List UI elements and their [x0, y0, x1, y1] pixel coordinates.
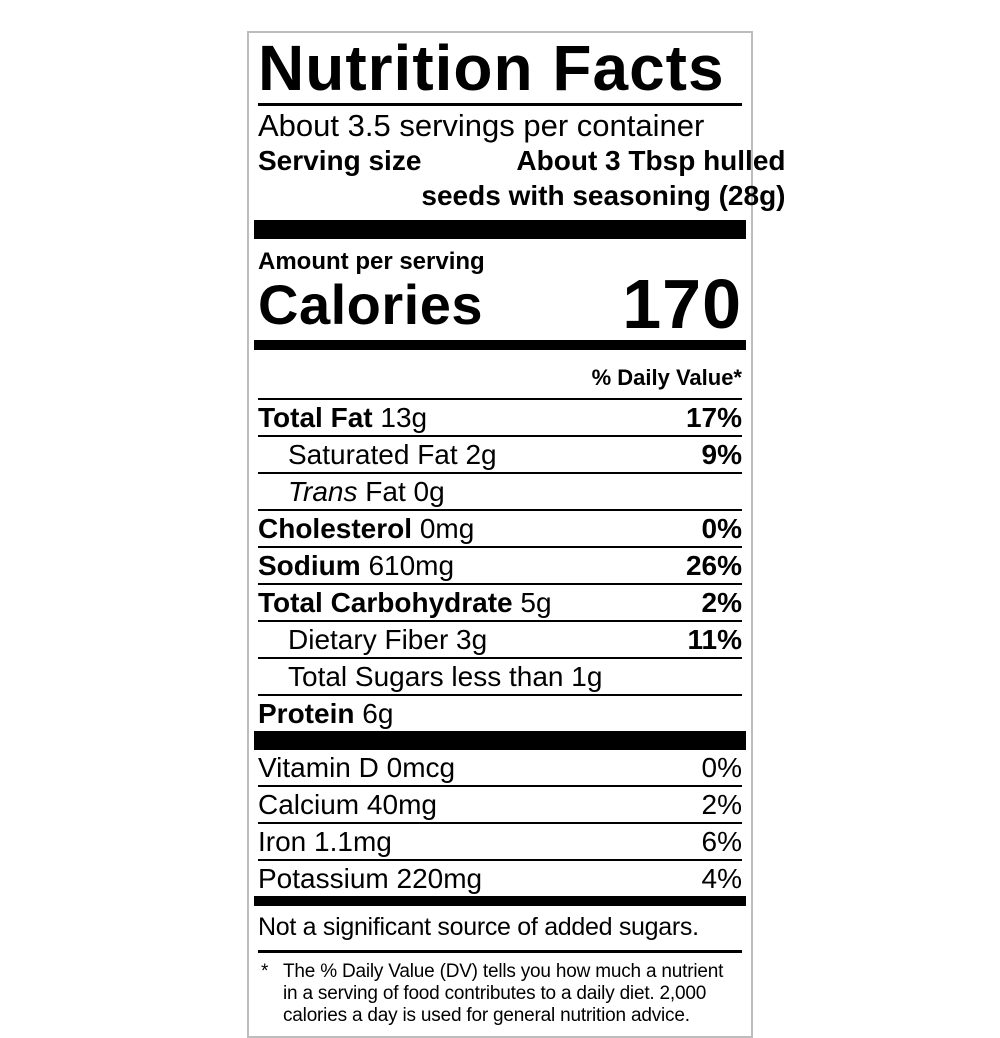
calories-value: 170: [622, 264, 742, 343]
medium-separator-bar-bottom: [254, 895, 746, 906]
title-rule: [258, 103, 742, 106]
row-cholesterol: Cholesterol 0mg 0%: [258, 511, 742, 548]
nutrient-name: Total Carbohydrate: [258, 586, 513, 618]
footnote-line: in a serving of food contributes to a da…: [283, 983, 707, 1005]
nutrient-daily-value: 9%: [701, 438, 742, 470]
row-total-fat: Total Fat 13g 17%: [258, 400, 742, 437]
vitamin-name: Iron: [258, 825, 307, 857]
vitamin-daily-value: 2%: [701, 788, 742, 820]
nutrient-name: Saturated Fat: [288, 438, 458, 470]
nutrient-amount: 2g: [465, 438, 497, 470]
nutrient-daily-value: 26%: [685, 549, 742, 581]
nutrient-amount: 13g: [380, 401, 428, 433]
row-iron: Iron 1.1mg 6%: [258, 824, 742, 861]
serving-size-value-line2: seeds with seasoning (28g): [421, 179, 786, 211]
serving-size-value: About 3 Tbsp hulled seeds with seasoning…: [421, 144, 785, 212]
footnote-line: The % Daily Value (DV) tells you how muc…: [283, 960, 724, 982]
calories-row: Calories 170: [258, 264, 742, 343]
row-protein: Protein 6g: [258, 696, 742, 731]
nutrient-name: Total Sugars: [288, 660, 444, 692]
thick-separator-bar-vitamins: [254, 730, 746, 750]
daily-value-header: % Daily Value*: [258, 357, 742, 400]
nutrient-daily-value: 0%: [701, 512, 742, 544]
vitamin-amount: 1.1mg: [314, 825, 392, 857]
nutrient-name: Sodium: [258, 549, 361, 581]
nutrient-name-italic: Trans: [288, 475, 358, 507]
added-sugars-note: Not a significant source of added sugars…: [258, 906, 742, 953]
row-trans-fat: Trans Fat 0g: [258, 474, 742, 511]
vitamin-name: Calcium: [258, 788, 360, 820]
nutrient-daily-value: 11%: [687, 623, 743, 655]
serving-size-label: Serving size: [258, 145, 422, 177]
nutrient-name: Dietary Fiber: [288, 623, 449, 655]
nutrient-name: Protein: [258, 697, 355, 729]
serving-size-row: Serving size About 3 Tbsp hulled seeds w…: [258, 144, 786, 212]
nutrient-amount: 0mg: [419, 512, 475, 544]
nutrient-name: Cholesterol: [258, 512, 413, 544]
row-saturated-fat: Saturated Fat 2g 9%: [258, 437, 742, 474]
vitamin-daily-value: 6%: [701, 825, 742, 857]
serving-size-value-line1: About 3 Tbsp hulled: [516, 145, 786, 177]
calories-label: Calories: [258, 273, 483, 337]
nutrient-amount: less than 1g: [451, 660, 603, 692]
servings-per-container: About 3.5 servings per container: [258, 108, 705, 143]
row-vitamin-d: Vitamin D 0mcg 0%: [258, 750, 742, 787]
nutrient-daily-value: 17%: [685, 401, 742, 433]
vitamin-name: Vitamin D: [258, 751, 379, 783]
footnote-line: calories a day is used for general nutri…: [283, 1005, 690, 1027]
nutrient-name: Total Fat: [258, 401, 373, 433]
row-total-sugars: Total Sugars less than 1g: [258, 659, 742, 696]
row-potassium: Potassium 220mg 4%: [258, 861, 742, 896]
nutrient-daily-value: 2%: [701, 586, 742, 618]
nutrient-amount: 3g: [456, 623, 488, 655]
nutrient-amount: 610mg: [368, 549, 455, 581]
thick-separator-bar-top: [254, 219, 746, 239]
vitamin-amount: 0mcg: [386, 751, 456, 783]
nutrient-amount: 5g: [520, 586, 552, 618]
nutrient-amount: 0g: [413, 475, 445, 507]
row-calcium: Calcium 40mg 2%: [258, 787, 742, 824]
row-dietary-fiber: Dietary Fiber 3g 11%: [258, 622, 742, 659]
row-sodium: Sodium 610mg 26%: [258, 548, 742, 585]
vitamin-daily-value: 0%: [701, 751, 742, 783]
nutrition-facts-label: Nutrition Facts About 3.5 servings per c…: [247, 31, 786, 1038]
footnote-asterisk: *: [261, 960, 269, 982]
label-title: Nutrition Facts: [258, 32, 725, 104]
amount-per-serving-label: Amount per serving: [258, 247, 485, 275]
nutrient-name: Fat: [365, 475, 406, 507]
nutrient-amount: 6g: [362, 697, 394, 729]
page-background: Nutrition Facts About 3.5 servings per c…: [247, 31, 786, 1038]
vitamin-name: Potassium: [258, 862, 389, 894]
footnote: * The % Daily Value (DV) tells you how m…: [258, 953, 742, 1030]
vitamin-amount: 40mg: [366, 788, 437, 820]
row-total-carbohydrate: Total Carbohydrate 5g 2%: [258, 585, 742, 622]
vitamin-daily-value: 4%: [701, 862, 742, 894]
medium-separator-bar-calories: [254, 339, 746, 350]
vitamin-amount: 220mg: [396, 862, 483, 894]
